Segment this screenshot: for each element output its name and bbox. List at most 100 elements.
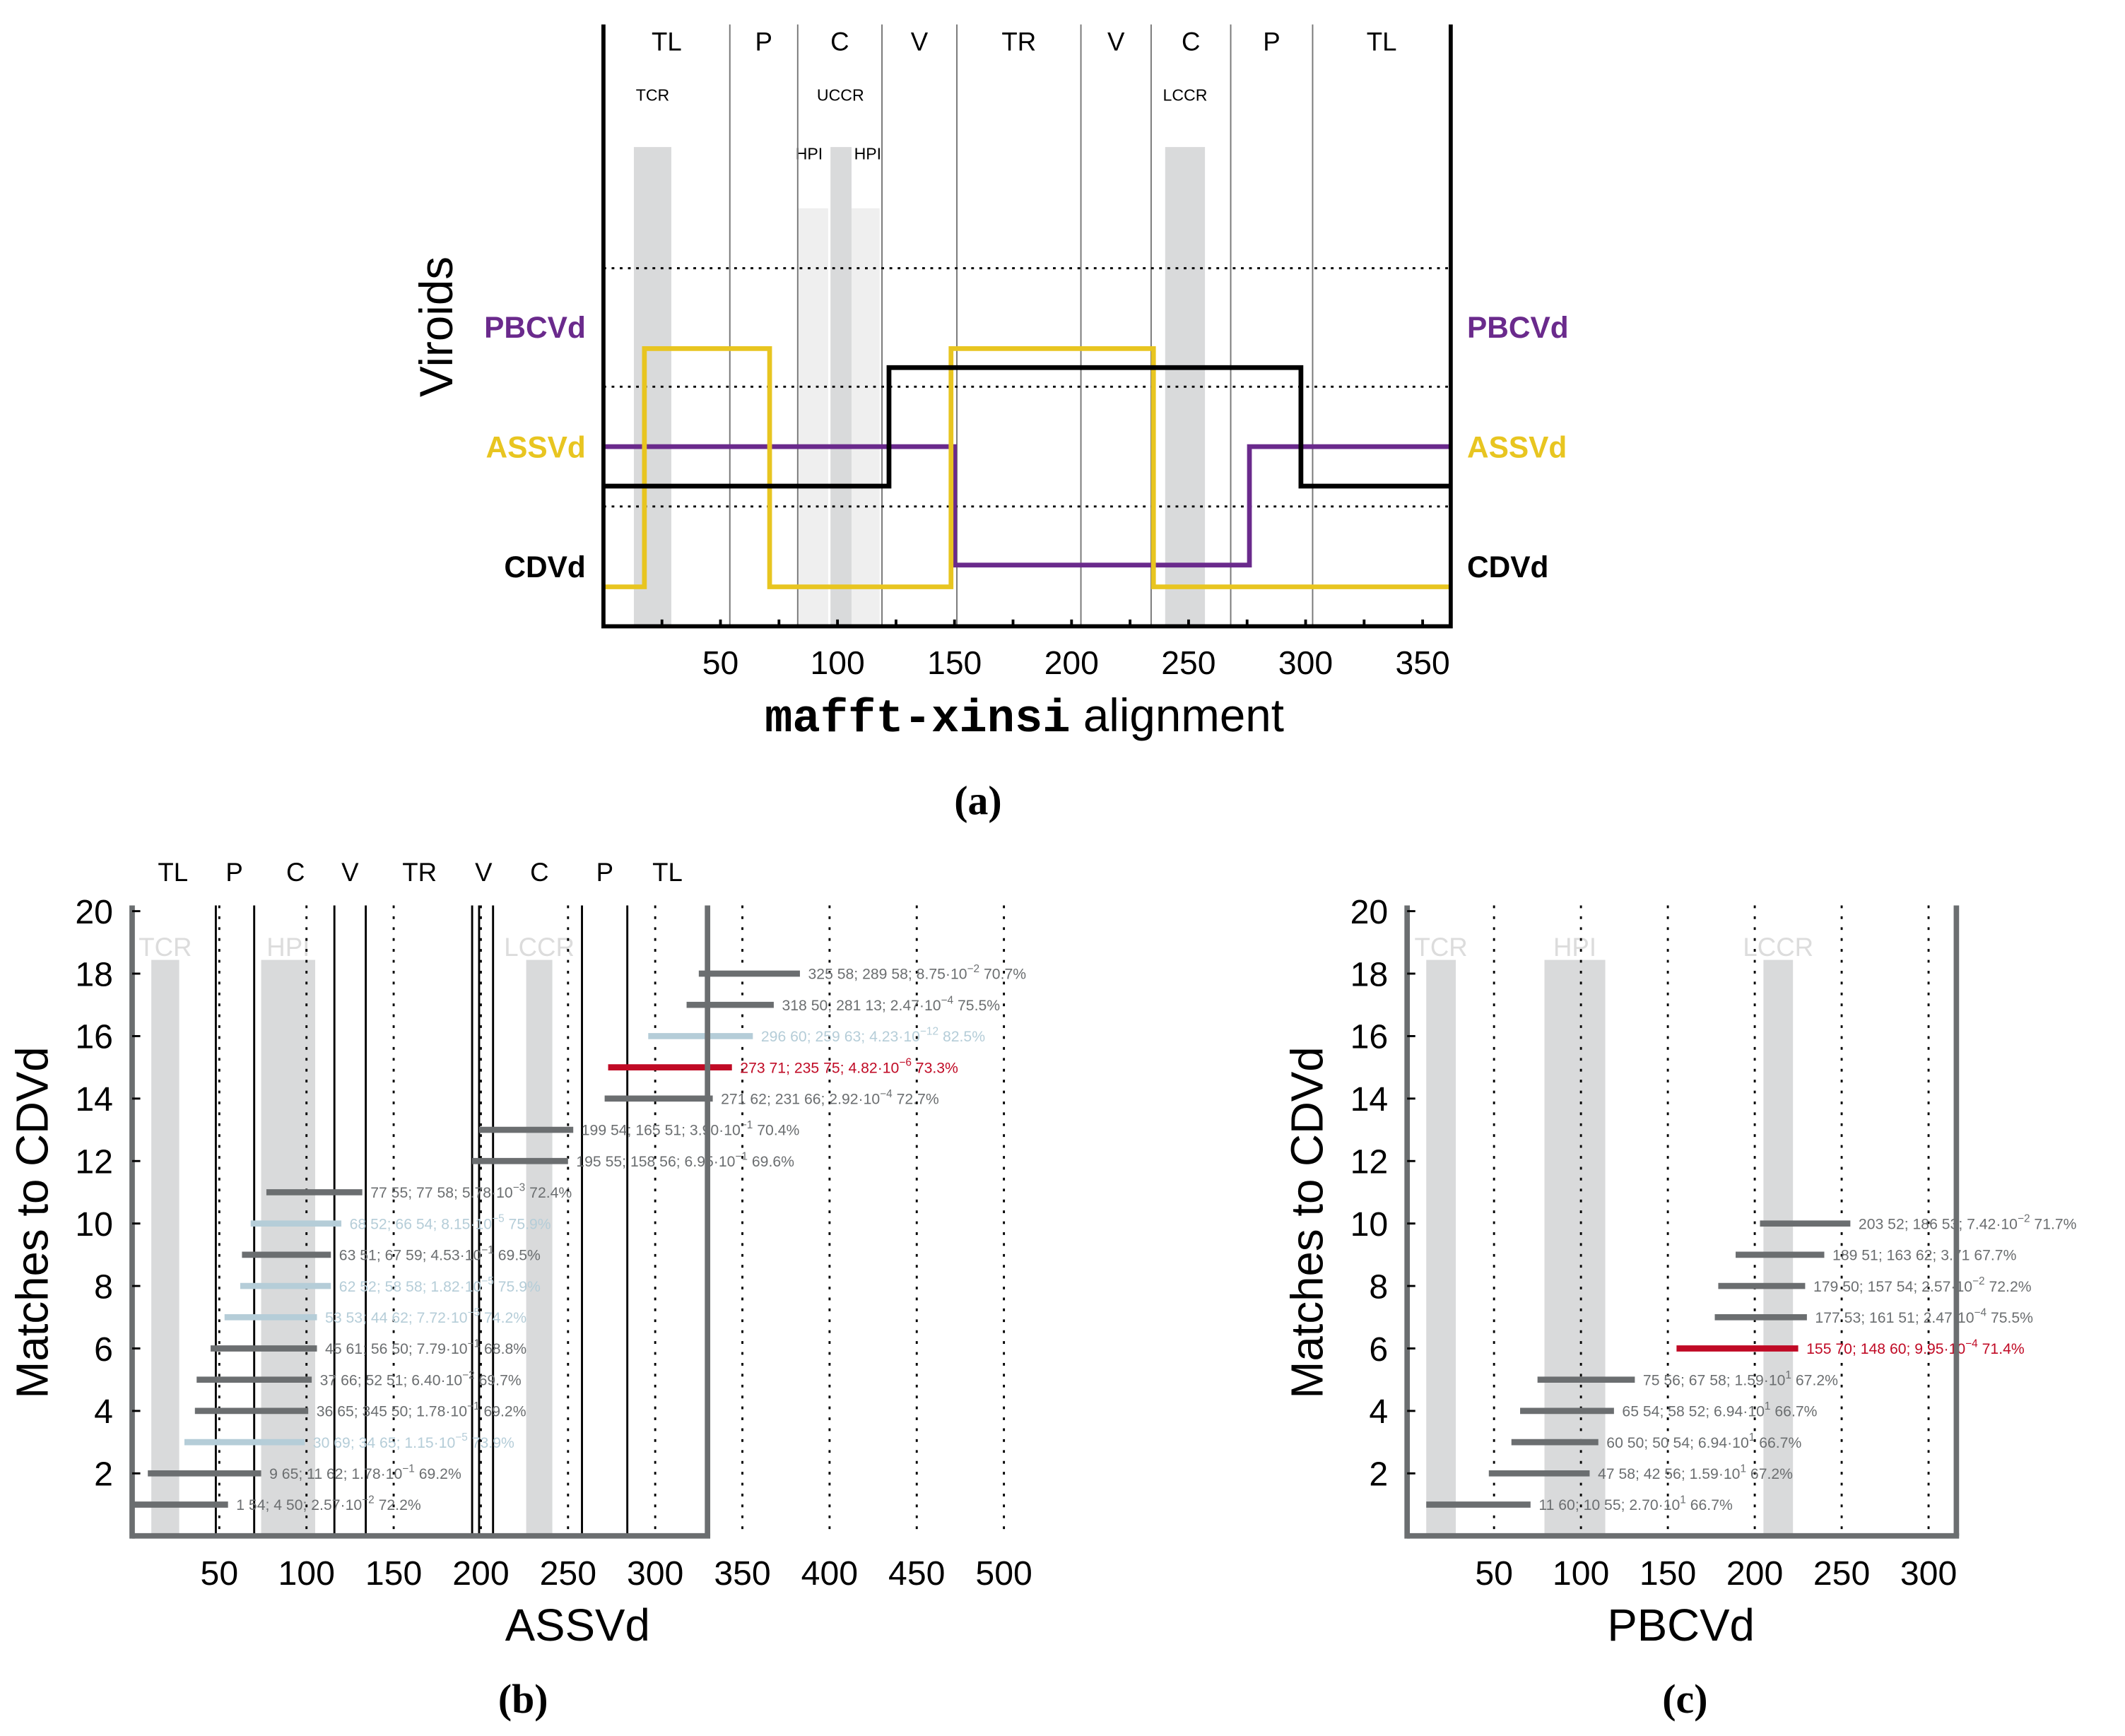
match-annotation: 199 54; 165 51; 3.90·10−1 70.4%	[582, 1119, 800, 1139]
x-tick-label: 150	[1640, 1554, 1696, 1593]
x-tick-label: 400	[801, 1554, 858, 1593]
annotation-main: 189 51; 163 62; 3.71	[1832, 1248, 1970, 1264]
domain-label: TCR	[1415, 933, 1468, 962]
match-annotation: 68 52; 66 54; 8.15·10−5 75.9%	[350, 1213, 551, 1233]
annotation-main: 63 51; 67 59; 4.53·10	[339, 1248, 481, 1264]
panel-caption: (a)	[954, 777, 1001, 823]
region-label: TL	[652, 27, 682, 56]
annotation-main: 53 53; 44 62; 7.72·10	[325, 1310, 467, 1326]
match-annotation: 296 60; 259 63; 4.23·10−12 82.5%	[761, 1025, 985, 1045]
annotation-percent: 66.7%	[1770, 1404, 1817, 1420]
y-tick-label: 2	[1369, 1455, 1388, 1494]
y-tick-label: 16	[1350, 1018, 1389, 1056]
annotation-main: 179 50; 157 54; 2.57·10	[1813, 1279, 1972, 1295]
panel-b-assvd-matches-chart: TCR HPI LCCR TL P C V TR V C P TL 325 58; 289 58; 8.…	[7, 858, 1032, 1722]
region-label: C	[530, 858, 548, 887]
region-label: V	[911, 27, 929, 56]
series-label-left: PBCVd	[484, 311, 586, 344]
match-annotation: 11 60; 10 55; 2.70·101 66.7%	[1538, 1494, 1733, 1514]
region-label: TR	[402, 858, 437, 887]
domain-label: LCCR	[504, 933, 575, 962]
annotation-percent: 75.9%	[494, 1279, 541, 1295]
annotation-exponent: −6	[899, 1057, 912, 1069]
match-annotation: 273 71; 235 75; 4.82·10−6 73.3%	[740, 1057, 958, 1077]
x-tick-label: 300	[1278, 644, 1333, 681]
x-tick-label: 250	[1813, 1554, 1870, 1593]
annotation-exponent: −5	[481, 1275, 494, 1287]
x-tick-label: 50	[702, 644, 738, 681]
y-tick-label: 18	[75, 955, 113, 993]
match-annotation: 177 53; 161 51; 2.47·10−4 75.5%	[1815, 1306, 2033, 1326]
y-tick-label: 14	[75, 1080, 113, 1118]
annotation-main: 155 70; 148 60; 9.95·10	[1806, 1341, 1965, 1357]
series-label-right: PBCVd	[1467, 311, 1569, 344]
annotation-exponent: −5	[492, 1213, 505, 1225]
region-label: P	[225, 858, 242, 887]
annotation-percent: 72.7%	[893, 1092, 939, 1108]
annotation-main: 177 53; 161 51; 2.47·10	[1815, 1310, 1974, 1326]
domain-label: TCR	[636, 86, 670, 105]
x-tick-label: 50	[1475, 1554, 1513, 1593]
domain-label: UCCR	[817, 86, 864, 105]
region-label: TL	[158, 858, 188, 887]
annotation-percent: 71.7%	[2030, 1216, 2077, 1232]
annotation-exponent: −12	[920, 1025, 938, 1037]
region-label: TL	[1367, 27, 1397, 56]
match-annotation: 36 65; 345 50; 1.78·10−1 69.2%	[317, 1400, 526, 1420]
y-axis-label: Matches to CDVd	[7, 1046, 57, 1398]
annotation-percent: 67.7%	[1970, 1248, 2016, 1264]
annotation-exponent: −1	[467, 1400, 480, 1412]
match-annotation: 63 51; 67 59; 4.53·10−1 69.5%	[339, 1244, 541, 1264]
axes-frame	[601, 24, 1453, 629]
annotation-main: 68 52; 66 54; 8.15·10	[350, 1216, 492, 1232]
annotation-percent: 73.9%	[468, 1435, 514, 1451]
y-tick-label: 6	[1369, 1330, 1388, 1369]
region-label: V	[341, 858, 359, 887]
match-annotation: 65 54; 58 52; 6.94·101 66.7%	[1622, 1400, 1817, 1420]
x-axis-label: mafft-xinsi alignment	[765, 690, 1284, 745]
annotation-exponent: −3	[513, 1182, 526, 1194]
hpi-shade	[797, 208, 828, 627]
annotation-exponent: 1	[1749, 1431, 1755, 1443]
annotation-main: 9 65; 11 62; 1.78·10	[269, 1466, 402, 1482]
annotation-percent: 70.4%	[753, 1123, 799, 1139]
domain-shade-hpi	[1544, 959, 1606, 1536]
region-label: TR	[1001, 27, 1036, 56]
x-tick-label: 300	[627, 1554, 683, 1593]
y-axis-label: Matches to CDVd	[1283, 1046, 1333, 1398]
match-annotation: 1 54; 4 50; 2.57·10−2 72.2%	[236, 1494, 421, 1514]
annotation-main: 318 50; 281 13; 2.47·10	[782, 998, 941, 1014]
x-tick-label: 200	[1726, 1554, 1783, 1593]
domain-shade-lccr	[1763, 959, 1794, 1536]
annotation-percent: 72.2%	[1985, 1279, 2032, 1295]
annotation-main: 77 55; 77 58; 5.78·10	[370, 1185, 512, 1201]
annotation-percent: 71.4%	[1978, 1341, 2025, 1357]
annotation-main: 195 55; 158 56; 6.95·10	[576, 1154, 735, 1170]
x-tick-label: 300	[1900, 1554, 1957, 1593]
annotation-main: 271 62; 231 66; 2.92·10	[721, 1092, 880, 1108]
x-tick-label: 100	[278, 1554, 335, 1593]
y-axis-label: Viroids	[411, 256, 462, 397]
y-tick-label: 20	[1350, 893, 1389, 931]
domain-label: HPI	[266, 933, 310, 962]
domain-label: HPI	[1553, 933, 1596, 962]
match-annotation: 47 58; 42 56; 1.59·101 67.2%	[1598, 1463, 1793, 1482]
annotation-exponent: 1	[1785, 1369, 1791, 1381]
annotation-main: 37 66; 52 51; 6.40·10	[320, 1372, 462, 1388]
y-tick-label: 2	[94, 1455, 113, 1494]
match-annotation: 37 66; 52 51; 6.40·10−2 69.7%	[320, 1369, 522, 1389]
x-tick-label: 350	[1396, 644, 1450, 681]
y-tick-label: 16	[75, 1018, 113, 1056]
y-tick-label: 12	[1350, 1143, 1389, 1181]
annotation-percent: 67.2%	[1791, 1372, 1838, 1388]
match-annotation: 45 61; 56 50; 7.79·10−1 68.8%	[325, 1338, 526, 1358]
domain-label: TCR	[139, 933, 192, 962]
x-tick-label: 500	[975, 1554, 1032, 1593]
match-annotation: 9 65; 11 62; 1.78·10−1 69.2%	[269, 1463, 461, 1482]
annotation-main: 296 60; 259 63; 4.23·10	[761, 1029, 920, 1045]
hpi-label: HPI	[854, 144, 882, 163]
y-tick-label: 18	[1350, 955, 1389, 993]
y-tick-label: 10	[1350, 1205, 1389, 1244]
series-line-pbcvd	[603, 444, 1451, 568]
annotation-main: 62 52; 58 58; 1.82·10	[339, 1279, 481, 1295]
